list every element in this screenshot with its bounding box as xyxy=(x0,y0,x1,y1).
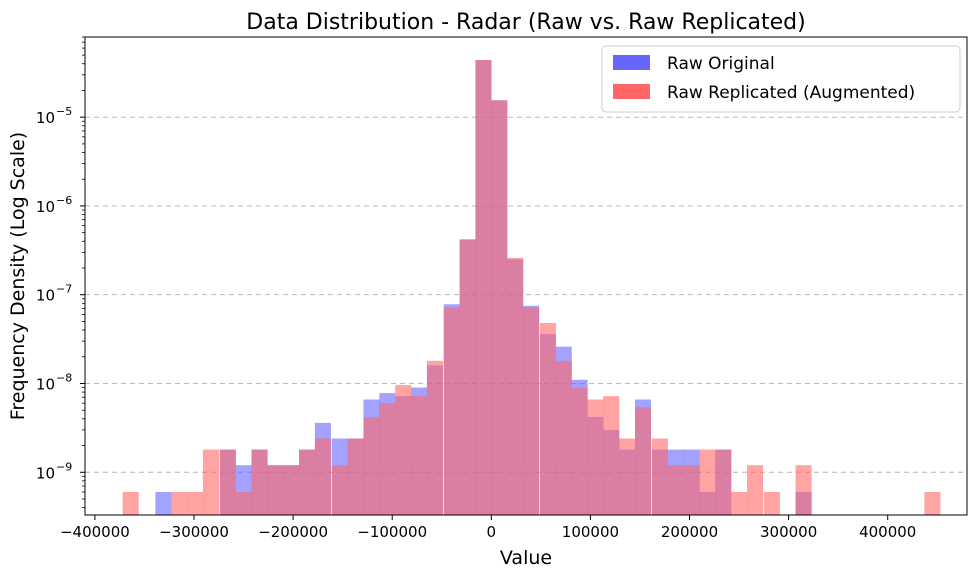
bar-raw-replicated-34 xyxy=(699,449,716,515)
bar-raw-replicated-28 xyxy=(603,396,620,515)
x-tick-label-5: 100000 xyxy=(562,523,619,541)
bar-raw-replicated-8 xyxy=(283,465,300,515)
bar-raw-replicated-3 xyxy=(202,449,219,515)
bar-raw-replicated-21 xyxy=(491,100,508,515)
plot-frame xyxy=(84,36,968,516)
x-tick-label-3: −100000 xyxy=(357,523,427,541)
y-tick-label-3: 10 xyxy=(36,198,55,216)
x-tick-label-4: 0 xyxy=(487,523,497,541)
bar-raw-replicated-27 xyxy=(587,399,604,515)
y-axis: 10−910−810−710−610−5 xyxy=(36,36,85,508)
x-tick-label-8: 400000 xyxy=(859,523,916,541)
y-tick-exponent-1: −8 xyxy=(56,371,72,384)
bar-raw-replicated-31 xyxy=(651,438,668,515)
y-tick-label-1: 10 xyxy=(36,375,55,393)
bar-raw-replicated-16 xyxy=(411,396,428,515)
bar-raw-replicated-38 xyxy=(763,491,780,515)
bar-raw-original-0 xyxy=(155,491,172,515)
y-tick-label-2: 10 xyxy=(36,287,55,305)
bar-raw-replicated-14 xyxy=(379,403,396,515)
y-tick-exponent-3: −6 xyxy=(56,194,72,207)
x-tick-label-2: −200000 xyxy=(258,523,328,541)
bar-raw-replicated-5 xyxy=(235,491,252,515)
bar-raw-replicated-6 xyxy=(251,449,268,515)
bar-raw-replicated-10 xyxy=(314,438,331,515)
legend-label-raw-replicated: Raw Replicated (Augmented) xyxy=(667,83,915,103)
bar-raw-replicated-40 xyxy=(924,491,941,515)
bar-raw-replicated-13 xyxy=(363,416,380,515)
legend-swatch-raw-replicated xyxy=(613,84,650,99)
bar-raw-replicated-36 xyxy=(731,491,748,515)
bar-raw-replicated-25 xyxy=(555,360,572,515)
legend: Raw Original Raw Replicated (Augmented) xyxy=(601,45,961,113)
bar-raw-replicated-12 xyxy=(347,438,364,515)
y-tick-exponent-2: −7 xyxy=(56,283,72,296)
bar-raw-replicated-29 xyxy=(619,438,636,515)
y-tick-label-0: 10 xyxy=(36,464,55,482)
y-tick-label-4: 10 xyxy=(36,109,55,127)
legend-box xyxy=(601,45,961,113)
bar-raw-replicated-26 xyxy=(571,387,588,515)
histogram-bars xyxy=(122,60,941,515)
x-tick-label-6: 200000 xyxy=(661,523,718,541)
bar-raw-replicated-39 xyxy=(795,465,812,515)
bar-raw-replicated-11 xyxy=(331,465,348,515)
legend-swatch-raw-original xyxy=(613,55,650,70)
bar-raw-replicated-20 xyxy=(475,60,492,515)
bar-raw-replicated-33 xyxy=(683,465,700,515)
bar-raw-replicated-24 xyxy=(539,323,556,515)
bar-raw-replicated-17 xyxy=(426,360,443,515)
bar-raw-replicated-35 xyxy=(715,449,732,515)
bar-raw-replicated-1 xyxy=(171,491,188,515)
bar-raw-replicated-18 xyxy=(443,307,460,515)
y-axis-label: Frequency Density (Log Scale) xyxy=(7,132,29,420)
x-tick-label-1: −300000 xyxy=(159,523,229,541)
bar-raw-replicated-15 xyxy=(395,385,412,515)
bar-raw-replicated-19 xyxy=(459,239,476,515)
x-tick-label-0: −400000 xyxy=(60,523,130,541)
bar-raw-replicated-2 xyxy=(187,491,204,515)
legend-label-raw-original: Raw Original xyxy=(667,54,775,74)
bar-raw-replicated-23 xyxy=(523,307,540,515)
bar-raw-replicated-32 xyxy=(667,465,684,515)
y-tick-exponent-0: −9 xyxy=(56,460,72,473)
bar-raw-replicated-37 xyxy=(746,465,764,515)
bar-raw-replicated-7 xyxy=(267,465,284,515)
bar-raw-replicated-30 xyxy=(635,407,652,515)
x-axis: −400000 −300000 −200000 −100000 0 100000 20000… xyxy=(60,515,916,541)
x-tick-label-7: 300000 xyxy=(760,523,817,541)
bar-raw-replicated-0 xyxy=(122,491,139,515)
bar-raw-replicated-9 xyxy=(299,449,316,515)
bar-raw-replicated-4 xyxy=(219,449,236,515)
chart-title: Data Distribution - Radar (Raw vs. Raw R… xyxy=(246,10,805,35)
bar-raw-replicated-22 xyxy=(507,257,524,515)
x-axis-label: Value xyxy=(500,547,552,569)
y-tick-exponent-4: −5 xyxy=(56,105,72,118)
